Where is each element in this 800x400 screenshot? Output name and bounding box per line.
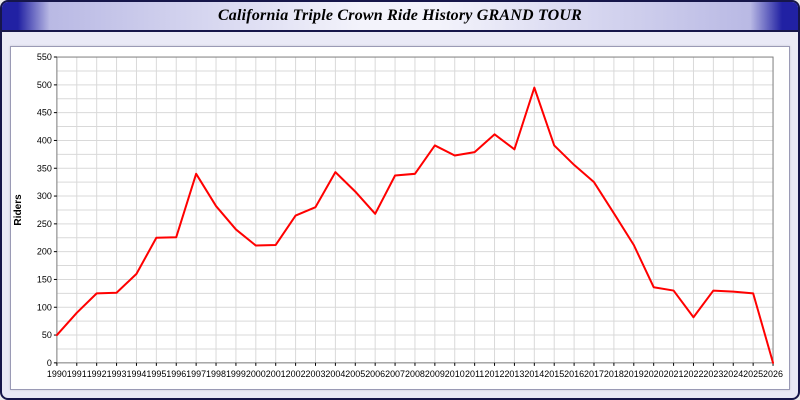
svg-text:2009: 2009 <box>425 369 445 379</box>
svg-text:2022: 2022 <box>683 369 703 379</box>
svg-text:2018: 2018 <box>604 369 624 379</box>
svg-text:200: 200 <box>37 247 52 257</box>
svg-text:2001: 2001 <box>266 369 286 379</box>
svg-text:1995: 1995 <box>146 369 166 379</box>
svg-text:2025: 2025 <box>743 369 763 379</box>
svg-text:1991: 1991 <box>67 369 87 379</box>
svg-text:1999: 1999 <box>226 369 246 379</box>
chart-area: 0 50 100 150 200 250 300 350 400 450 500 550 1990 199… <box>2 32 798 398</box>
svg-text:2008: 2008 <box>405 369 425 379</box>
svg-text:2003: 2003 <box>306 369 326 379</box>
svg-text:2024: 2024 <box>723 369 743 379</box>
svg-text:2010: 2010 <box>445 369 465 379</box>
svg-text:100: 100 <box>37 302 52 312</box>
svg-text:2005: 2005 <box>345 369 365 379</box>
svg-text:2007: 2007 <box>385 369 405 379</box>
svg-text:2016: 2016 <box>564 369 584 379</box>
svg-text:2011: 2011 <box>465 369 484 379</box>
svg-text:2026: 2026 <box>763 369 783 379</box>
svg-text:450: 450 <box>37 108 52 118</box>
svg-text:2004: 2004 <box>325 369 345 379</box>
svg-text:2006: 2006 <box>365 369 385 379</box>
svg-text:550: 550 <box>37 52 52 62</box>
svg-text:2012: 2012 <box>485 369 505 379</box>
svg-text:1993: 1993 <box>107 369 127 379</box>
svg-text:1997: 1997 <box>186 369 206 379</box>
svg-text:2015: 2015 <box>544 369 564 379</box>
svg-text:2000: 2000 <box>246 369 266 379</box>
svg-text:250: 250 <box>37 219 52 229</box>
svg-text:400: 400 <box>37 135 52 145</box>
svg-text:150: 150 <box>37 274 52 284</box>
svg-text:1998: 1998 <box>206 369 226 379</box>
svg-text:1996: 1996 <box>166 369 186 379</box>
svg-text:1994: 1994 <box>126 369 146 379</box>
svg-text:2021: 2021 <box>664 369 684 379</box>
svg-text:2023: 2023 <box>703 369 723 379</box>
svg-text:2002: 2002 <box>286 369 306 379</box>
svg-text:2020: 2020 <box>644 369 664 379</box>
svg-text:50: 50 <box>42 330 52 340</box>
svg-text:2013: 2013 <box>504 369 524 379</box>
svg-text:Riders: Riders <box>13 194 24 226</box>
svg-text:500: 500 <box>37 80 52 90</box>
title-bar: California Triple Crown Ride History GRA… <box>2 2 798 32</box>
svg-text:300: 300 <box>37 191 52 201</box>
svg-text:0: 0 <box>47 358 52 368</box>
svg-text:1990: 1990 <box>47 369 67 379</box>
svg-text:1992: 1992 <box>87 369 107 379</box>
svg-text:2017: 2017 <box>584 369 604 379</box>
svg-text:2019: 2019 <box>624 369 644 379</box>
page-title: California Triple Crown Ride History GRA… <box>217 7 583 24</box>
svg-text:2014: 2014 <box>524 369 544 379</box>
chart-panel: 0 50 100 150 200 250 300 350 400 450 500 550 1990 199… <box>10 46 790 390</box>
svg-text:350: 350 <box>37 163 52 173</box>
